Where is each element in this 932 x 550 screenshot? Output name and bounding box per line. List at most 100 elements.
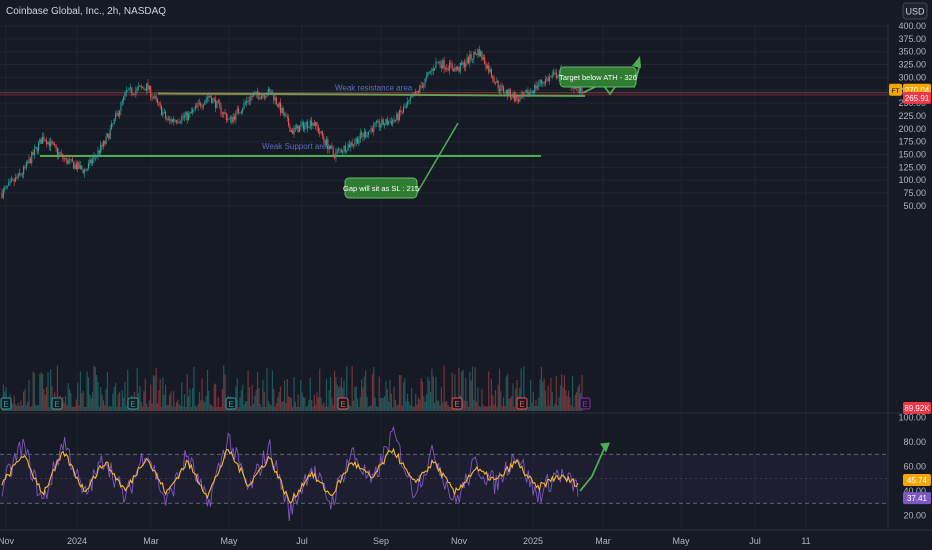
candle-body <box>59 152 61 154</box>
candle-body <box>444 67 446 69</box>
candle-body <box>335 151 337 158</box>
volume-bar <box>37 405 40 411</box>
candle-body <box>486 65 488 69</box>
volume-bar <box>178 403 180 411</box>
volume-bar <box>331 397 333 411</box>
candle-body <box>524 92 526 94</box>
volume-bar <box>151 403 153 411</box>
candle-body <box>430 71 432 73</box>
volume-bar <box>325 378 328 411</box>
candle-body <box>288 118 290 126</box>
volume-bar <box>102 400 104 411</box>
volume-bar <box>458 367 460 411</box>
candle-body <box>89 159 91 164</box>
candle-body <box>373 123 375 133</box>
volume-bar <box>216 406 218 411</box>
volume-bar <box>190 406 192 411</box>
price-prefix-badge <box>889 83 902 96</box>
volume-bar <box>427 377 429 411</box>
candle-body <box>381 119 383 126</box>
price-tick-label: 75.00 <box>903 188 926 198</box>
candle-body <box>311 120 313 126</box>
volume-bar <box>23 391 25 411</box>
earnings-marker <box>225 397 237 410</box>
candle-body <box>277 104 279 108</box>
candle-body <box>466 57 468 64</box>
volume-bar <box>121 390 123 411</box>
candle-body <box>269 88 271 91</box>
currency-button[interactable]: USD <box>902 2 928 20</box>
volume-bar <box>196 406 198 411</box>
candle-body <box>17 173 19 178</box>
volume-bar <box>179 405 182 411</box>
volume-bar <box>574 394 576 411</box>
volume-bar <box>508 398 510 411</box>
candle-body <box>66 158 68 164</box>
candle-body <box>213 98 215 100</box>
volume-bar <box>562 387 564 411</box>
volume-bar <box>27 401 29 411</box>
candle-body <box>71 159 73 163</box>
volume-bar <box>171 406 173 411</box>
price-tick-label: 125.00 <box>898 162 926 172</box>
volume-bar <box>56 365 59 411</box>
candle-body <box>546 78 548 80</box>
candle-body <box>98 150 100 154</box>
volume-bar <box>323 402 325 411</box>
volume-bar <box>555 376 557 411</box>
candle-body <box>244 102 246 104</box>
candle-body <box>273 92 275 101</box>
volume-bar <box>183 394 186 411</box>
time-tick-label: Jul <box>296 536 308 546</box>
grid <box>0 24 888 530</box>
volume-bar <box>177 399 179 411</box>
volume-bar <box>393 386 395 411</box>
candle-body <box>170 119 172 122</box>
candle-body <box>401 111 403 113</box>
candle-body <box>436 61 438 63</box>
candle-body <box>236 108 238 111</box>
volume-bar <box>444 401 447 411</box>
volume-bar <box>478 406 480 411</box>
volume-bar <box>293 377 295 411</box>
candle-body <box>174 120 176 122</box>
volume-bar <box>565 390 567 411</box>
volume-bar <box>520 368 522 411</box>
volume-bar <box>317 397 319 411</box>
volume-bar <box>189 388 191 411</box>
candle-body <box>454 67 456 72</box>
volume-bar <box>358 406 360 411</box>
volume-bar <box>488 371 490 411</box>
candle-body <box>289 125 291 132</box>
volume-bar <box>83 406 86 411</box>
volume-bar <box>405 400 407 411</box>
volume-bar <box>67 383 69 411</box>
price-tick-label: 325.00 <box>898 60 926 70</box>
volume-bar <box>288 396 290 411</box>
volume-bar <box>110 406 113 411</box>
volume-bar <box>205 396 207 411</box>
candle-body <box>281 107 283 113</box>
candle-body <box>415 91 417 96</box>
candle-body <box>574 86 576 90</box>
candle-body <box>267 88 269 95</box>
candle-body <box>425 75 428 79</box>
volume-bar <box>417 397 420 411</box>
volume-bar <box>254 395 256 411</box>
volume-bar <box>63 402 65 411</box>
volume-bar <box>424 401 426 411</box>
candle-body <box>147 83 149 90</box>
volume-bar <box>116 406 118 411</box>
candle-body <box>461 62 463 65</box>
candle-body <box>169 119 171 120</box>
candle-body <box>243 102 245 109</box>
volume-bar <box>309 377 311 411</box>
candle-body <box>448 62 451 71</box>
volume-bar <box>192 388 194 411</box>
candle-body <box>40 139 42 144</box>
candle-body <box>438 61 440 63</box>
volume-bar <box>155 367 157 411</box>
volume-bar <box>296 406 298 411</box>
volume-bar <box>370 405 372 411</box>
